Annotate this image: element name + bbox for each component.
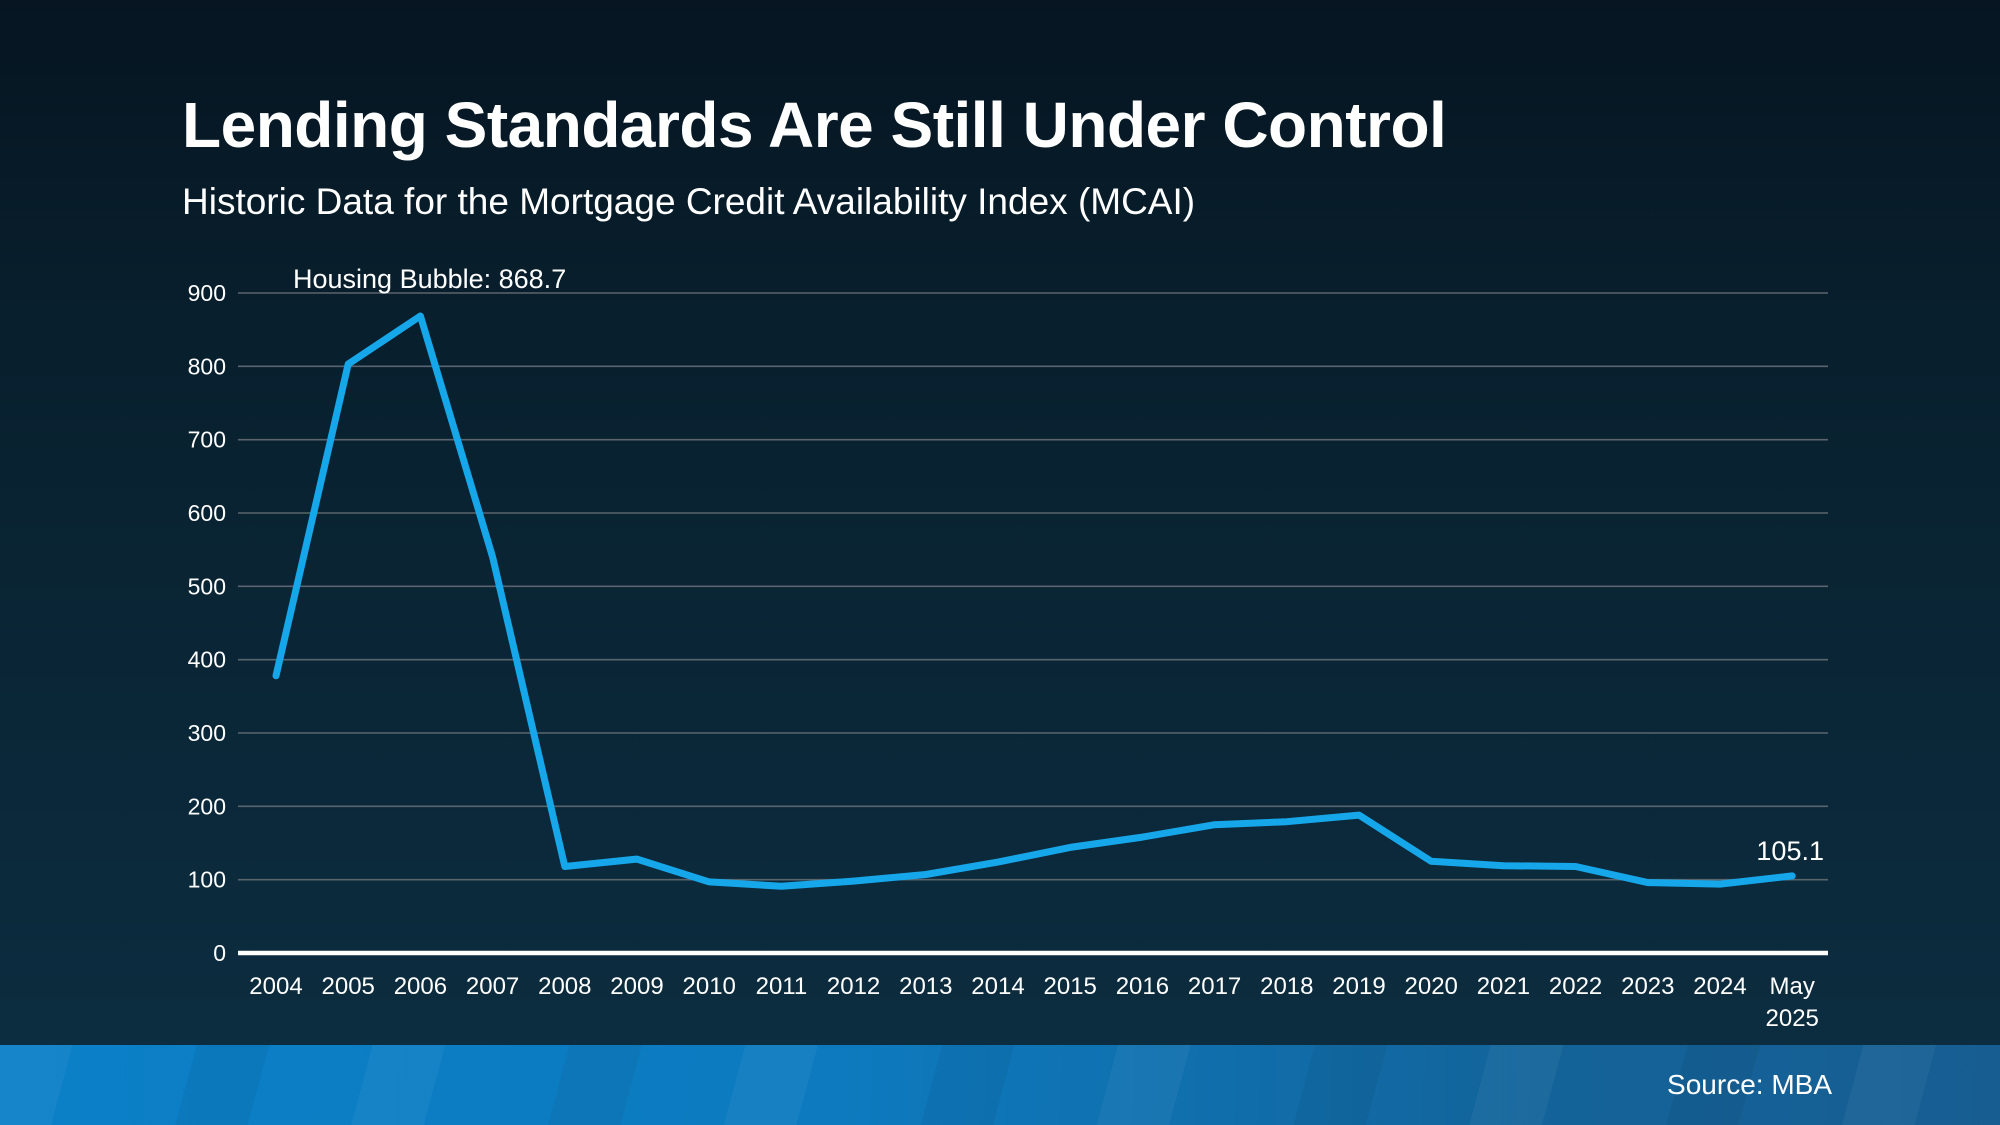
x-tick-label: 2014 — [971, 973, 1024, 1000]
page-subtitle: Historic Data for the Mortgage Credit Av… — [182, 181, 1196, 222]
x-tick-label: 2025 — [1766, 1005, 1819, 1032]
page-title: Lending Standards Are Still Under Contro… — [182, 89, 1447, 161]
x-tick-label: 2022 — [1549, 973, 1602, 1000]
x-tick-label: 2007 — [466, 973, 519, 1000]
x-tick-label: 2018 — [1260, 973, 1313, 1000]
x-tick-label: 2016 — [1116, 973, 1169, 1000]
y-tick-label: 600 — [188, 500, 226, 526]
x-tick-label: 2010 — [683, 973, 736, 1000]
x-tick-label: 2020 — [1405, 973, 1458, 1000]
y-tick-label: 500 — [188, 573, 226, 599]
source-label: Source: MBA — [1667, 1069, 1832, 1100]
y-tick-label: 0 — [213, 940, 226, 966]
x-tick-label: 2009 — [610, 973, 663, 1000]
housing-bubble-annotation: Housing Bubble: 868.7 — [293, 264, 566, 294]
x-tick-label: 2005 — [322, 973, 375, 1000]
x-tick-label: 2019 — [1332, 973, 1385, 1000]
x-tick-label: 2023 — [1621, 973, 1674, 1000]
y-tick-label: 700 — [188, 427, 226, 453]
x-tick-label: 2006 — [394, 973, 447, 1000]
y-tick-label: 800 — [188, 353, 226, 379]
x-tick-label: 2012 — [827, 973, 880, 1000]
y-tick-label: 400 — [188, 647, 226, 673]
y-tick-label: 900 — [188, 280, 226, 306]
y-tick-label: 100 — [188, 867, 226, 893]
mcai-line-series — [272, 312, 1796, 890]
x-tick-label: 2013 — [899, 973, 952, 1000]
footer-bar: Source: MBA — [0, 1045, 2000, 1125]
x-tick-label: 2017 — [1188, 973, 1241, 1000]
x-tick-label: 2004 — [249, 973, 302, 1000]
x-tick-label: 2015 — [1044, 973, 1097, 1000]
x-tick-label: 2024 — [1693, 973, 1746, 1000]
latest-value-label: 105.1 — [1756, 836, 1824, 866]
y-tick-label: 200 — [188, 793, 226, 819]
x-tick-label: 2011 — [756, 973, 808, 1000]
y-tick-label: 300 — [188, 720, 226, 746]
x-tick-label: 2021 — [1477, 973, 1530, 1000]
x-tick-label: 2008 — [538, 973, 591, 1000]
x-tick-label: May — [1770, 973, 1815, 1000]
